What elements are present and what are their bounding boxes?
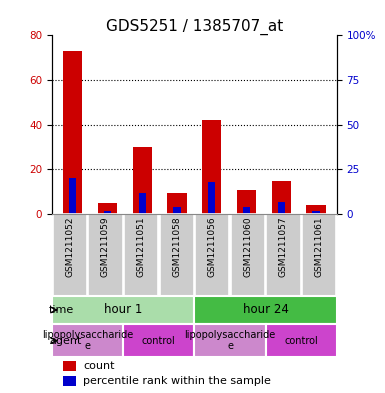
Bar — [63, 51, 82, 214]
Text: control: control — [285, 336, 318, 346]
Bar — [237, 189, 256, 214]
Text: GSM1211061: GSM1211061 — [315, 217, 323, 277]
Bar — [123, 324, 194, 357]
Text: lipopolysaccharide
e: lipopolysaccharide e — [42, 330, 133, 351]
Bar — [278, 202, 285, 214]
Text: percentile rank within the sample: percentile rank within the sample — [83, 376, 271, 386]
Bar — [52, 324, 123, 357]
Bar — [53, 214, 87, 296]
Bar — [194, 324, 266, 357]
Bar — [64, 376, 76, 386]
Text: hour 1: hour 1 — [104, 303, 142, 316]
Bar — [306, 205, 326, 214]
Bar — [52, 296, 194, 324]
Text: lipopolysaccharide
e: lipopolysaccharide e — [184, 330, 276, 351]
Bar — [231, 214, 265, 296]
Bar — [104, 211, 111, 214]
Bar — [88, 214, 122, 296]
Bar — [173, 207, 181, 214]
Text: time: time — [49, 305, 74, 315]
Text: agent: agent — [49, 336, 82, 346]
Bar — [312, 211, 320, 214]
Bar — [202, 120, 221, 214]
Bar — [194, 296, 337, 324]
Text: GSM1211059: GSM1211059 — [101, 217, 110, 277]
Title: GDS5251 / 1385707_at: GDS5251 / 1385707_at — [106, 19, 283, 35]
Text: GSM1211057: GSM1211057 — [279, 217, 288, 277]
Bar — [98, 203, 117, 214]
Text: count: count — [83, 361, 115, 371]
Bar — [159, 214, 194, 296]
Bar — [243, 207, 250, 214]
Bar — [133, 147, 152, 214]
Text: GSM1211060: GSM1211060 — [243, 217, 252, 277]
Bar — [272, 180, 291, 214]
Text: GSM1211058: GSM1211058 — [172, 217, 181, 277]
Bar — [124, 214, 158, 296]
Text: control: control — [142, 336, 176, 346]
Text: hour 24: hour 24 — [243, 303, 289, 316]
Text: GSM1211056: GSM1211056 — [208, 217, 217, 277]
Bar — [139, 193, 146, 214]
Text: GSM1211052: GSM1211052 — [65, 217, 74, 277]
Bar — [266, 324, 337, 357]
Bar — [69, 178, 77, 214]
Text: GSM1211051: GSM1211051 — [137, 217, 146, 277]
Bar — [302, 214, 336, 296]
Bar — [266, 214, 301, 296]
Bar — [167, 193, 187, 214]
Bar — [195, 214, 229, 296]
Bar — [208, 182, 216, 214]
Bar — [64, 361, 76, 371]
